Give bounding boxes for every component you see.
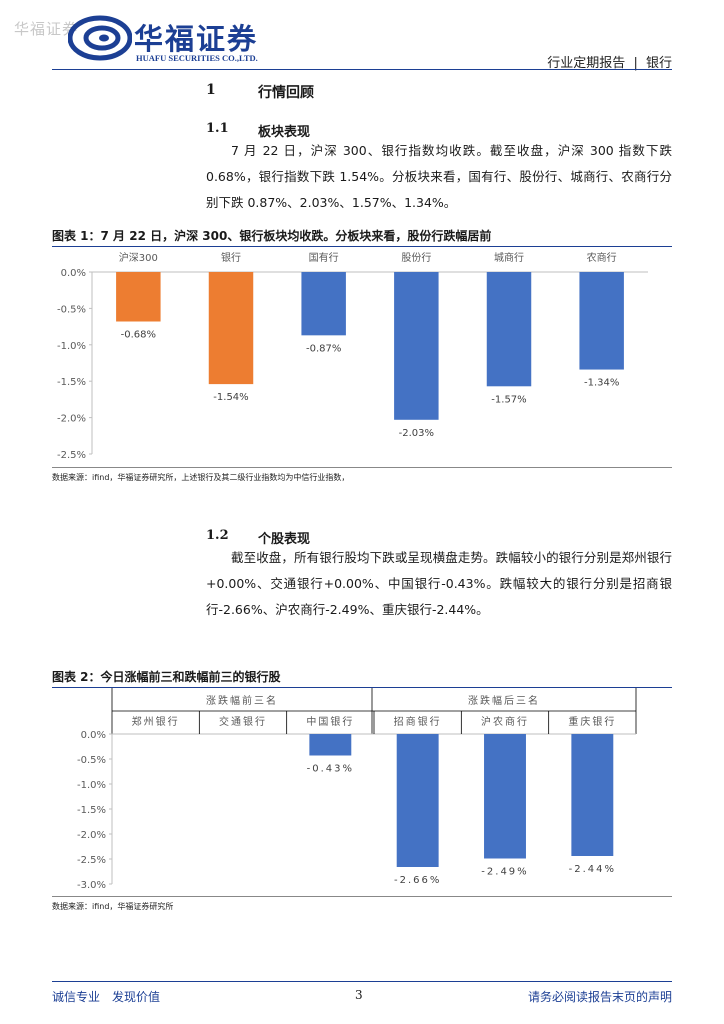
category-label: 重庆银行 (568, 715, 616, 728)
logo-en: HUAFU SECURITIES CO.,LTD. (136, 53, 258, 63)
section12-text: 截至收盘，所有银行股均下跌或呈现横盘走势。跌幅较小的银行分别是郑州银行+0.00… (206, 550, 672, 617)
data-label: -2.66% (394, 875, 441, 886)
group-right-label: 涨跌幅后三名 (468, 694, 540, 707)
header-rule (52, 69, 672, 70)
section11-num: 1.1 (206, 121, 229, 136)
y-tick-label: 0.0% (61, 268, 86, 279)
category-label: 郑州银行 (132, 715, 180, 728)
section12-num: 1.2 (206, 528, 229, 543)
fig2-bottom-rule (52, 896, 672, 897)
bar (208, 272, 254, 385)
fig2-source: 数据来源：ifind，华福证券研究所 (52, 902, 174, 911)
y-tick-label: -3.0% (77, 880, 106, 891)
logo-cn: 华福证券 (134, 22, 259, 56)
category-label: 农商行 (587, 251, 617, 264)
category-label: 国有行 (309, 251, 339, 264)
data-label: -2.03% (399, 428, 434, 439)
y-tick-label: -0.5% (57, 304, 86, 315)
y-tick-label: -0.5% (77, 755, 106, 766)
category-label: 沪农商行 (481, 715, 529, 728)
footer-slogan: 诚信专业 发现价值 (52, 990, 161, 1004)
header-report-type: 行业定期报告 | 银行 (547, 52, 672, 71)
y-tick-label: -2.0% (57, 414, 86, 425)
fig1-source: 数据来源：ifind，华福证券研究所，上述银行及其二级行业指数均为中信行业指数， (52, 473, 350, 482)
footer-rule (52, 981, 672, 982)
fig2-title: 图表 2：今日涨幅前三和跌幅前三的银行股 (52, 668, 672, 688)
bar (394, 272, 439, 420)
fig1-bottom-rule (52, 467, 672, 468)
y-tick-label: -1.0% (57, 341, 86, 352)
bar (486, 272, 532, 387)
y-tick-label: -2.5% (77, 855, 106, 866)
data-label: -0.68% (121, 330, 156, 341)
section12-paragraph: 截至收盘，所有银行股均下跌或呈现横盘走势。跌幅较小的银行分别是郑州银行+0.00… (206, 545, 672, 623)
bar (309, 734, 352, 756)
data-label: -0.43% (307, 764, 354, 775)
category-label: 中国银行 (306, 715, 354, 728)
report-type: 行业定期报告 (547, 56, 626, 71)
y-tick-label: -1.5% (57, 377, 86, 388)
bar (484, 734, 526, 859)
category-label: 交通银行 (219, 715, 267, 728)
industry-label: 银行 (645, 56, 672, 71)
fig1-title: 图表 1：7 月 22 日，沪深 300、银行板块均收跌。分板块来看，股份行跌幅… (52, 227, 672, 247)
bar (579, 272, 624, 370)
logo-icon (67, 14, 278, 64)
section11-paragraph: 7 月 22 日，沪深 300、银行指数均收跌。截至收盘，沪深 300 指数下跌… (206, 138, 672, 216)
y-tick-label: -1.0% (77, 780, 106, 791)
category-label: 股份行 (401, 251, 431, 264)
data-label: -2.44% (569, 864, 616, 875)
bar (396, 734, 439, 867)
category-label: 城商行 (494, 251, 524, 264)
category-label: 银行 (221, 251, 241, 264)
page-number: 3 (355, 988, 363, 1002)
y-tick-label: -2.0% (77, 830, 106, 841)
footer-disclaimer: 请务必阅读报告末页的声明 (527, 990, 672, 1004)
bar (571, 734, 614, 856)
bar (301, 272, 346, 336)
data-label: -1.54% (213, 392, 248, 403)
section1-num: 1 (206, 82, 216, 98)
y-tick-label: 0.0% (81, 730, 106, 741)
category-label: 招商银行 (394, 715, 442, 728)
group-left-label: 涨跌幅前三名 (206, 694, 278, 707)
category-label: 沪深300 (119, 251, 158, 264)
fig2-chart: 涨跌幅前三名 涨跌幅后三名 0.0% -0.5% -1.0% -1.5% -2.0% -2.5… (77, 688, 637, 891)
y-tick-label: -2.5% (57, 450, 86, 461)
watermark-text: 华福证券 (14, 20, 79, 38)
data-label: -2.49% (481, 867, 528, 878)
fig1-chart: 0.0% -0.5% -1.0% -1.5% -2.0% -2.5% 沪深300 -0.68%… (57, 251, 648, 461)
data-label: -1.57% (491, 394, 526, 405)
bar (116, 272, 161, 322)
y-tick-label: -1.5% (77, 805, 106, 816)
section1-title: 行情回顾 (258, 85, 314, 101)
section11-title: 板块表现 (258, 125, 311, 140)
section12-title: 个股表现 (258, 532, 311, 547)
data-label: -1.34% (584, 378, 619, 389)
header-sep: | (633, 56, 638, 71)
data-label: -0.87% (306, 343, 341, 354)
section11-text: 7 月 22 日，沪深 300、银行指数均收跌。截至收盘，沪深 300 指数下跌… (206, 143, 672, 210)
